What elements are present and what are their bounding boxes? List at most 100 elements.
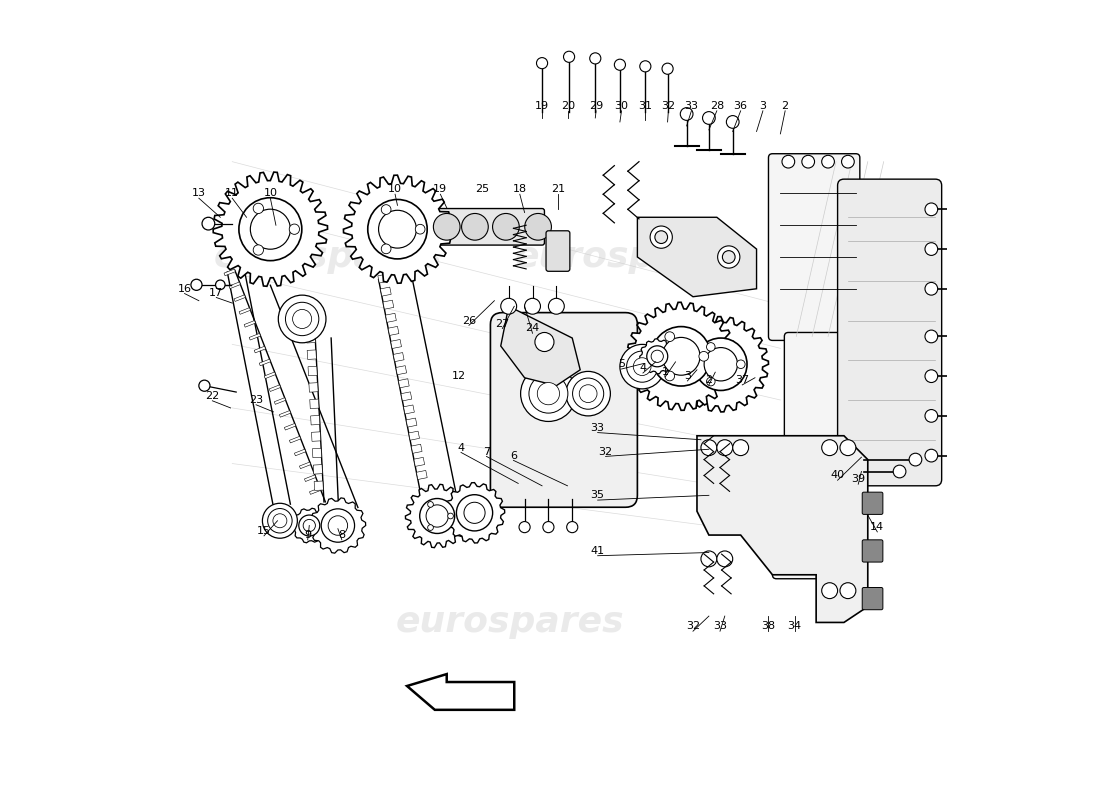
Circle shape: [703, 112, 715, 124]
Circle shape: [822, 155, 835, 168]
Polygon shape: [260, 359, 271, 366]
Circle shape: [199, 380, 210, 391]
Text: eurospares: eurospares: [396, 606, 625, 639]
Polygon shape: [311, 432, 321, 442]
Circle shape: [304, 519, 316, 532]
Circle shape: [640, 61, 651, 72]
Circle shape: [620, 344, 664, 389]
Circle shape: [525, 298, 540, 314]
FancyBboxPatch shape: [491, 313, 637, 507]
FancyBboxPatch shape: [862, 587, 883, 610]
Circle shape: [701, 551, 717, 567]
Circle shape: [239, 198, 301, 261]
Circle shape: [662, 338, 700, 375]
Text: 29: 29: [588, 101, 603, 111]
Polygon shape: [279, 410, 290, 417]
Circle shape: [694, 338, 747, 390]
Polygon shape: [308, 366, 317, 376]
Polygon shape: [224, 269, 235, 276]
Text: 14: 14: [870, 522, 884, 532]
Text: 36: 36: [734, 101, 748, 111]
Circle shape: [651, 326, 711, 386]
Text: 6: 6: [510, 450, 517, 461]
Circle shape: [519, 522, 530, 533]
Polygon shape: [394, 353, 404, 362]
Circle shape: [382, 205, 390, 214]
Polygon shape: [274, 398, 286, 404]
Text: 3: 3: [759, 101, 767, 111]
Circle shape: [664, 332, 674, 342]
Text: 2: 2: [782, 101, 789, 111]
Polygon shape: [411, 444, 422, 454]
Polygon shape: [239, 308, 251, 314]
Text: 19: 19: [535, 101, 549, 111]
Polygon shape: [264, 372, 276, 378]
Circle shape: [909, 454, 922, 466]
Text: 13: 13: [191, 189, 206, 198]
Text: 25: 25: [475, 185, 490, 194]
Circle shape: [650, 226, 672, 248]
Circle shape: [590, 53, 601, 64]
FancyBboxPatch shape: [437, 209, 544, 245]
Polygon shape: [444, 482, 505, 543]
Circle shape: [925, 203, 937, 216]
Circle shape: [925, 410, 937, 422]
Circle shape: [537, 382, 560, 405]
Circle shape: [525, 214, 551, 240]
Text: 16: 16: [177, 284, 191, 294]
Text: 33: 33: [684, 101, 699, 111]
Polygon shape: [244, 321, 255, 327]
Text: eurospares: eurospares: [515, 240, 744, 274]
Text: 32: 32: [661, 101, 675, 111]
Circle shape: [500, 298, 517, 314]
Polygon shape: [306, 334, 316, 343]
Polygon shape: [640, 339, 674, 374]
Text: 40: 40: [830, 470, 845, 481]
Circle shape: [448, 513, 453, 519]
Circle shape: [717, 551, 733, 567]
Circle shape: [662, 63, 673, 74]
Polygon shape: [673, 317, 769, 412]
Circle shape: [723, 250, 735, 263]
Circle shape: [202, 218, 215, 230]
Polygon shape: [234, 295, 245, 302]
Text: 20: 20: [561, 101, 575, 111]
Circle shape: [654, 230, 668, 243]
Circle shape: [253, 203, 264, 214]
Polygon shape: [292, 508, 327, 542]
Circle shape: [321, 509, 354, 542]
Polygon shape: [398, 378, 409, 388]
Text: 10: 10: [388, 185, 403, 194]
Polygon shape: [315, 481, 323, 490]
Circle shape: [925, 370, 937, 382]
Polygon shape: [310, 498, 365, 553]
Text: 39: 39: [851, 474, 866, 485]
Polygon shape: [307, 350, 317, 359]
Circle shape: [263, 503, 297, 538]
Circle shape: [367, 199, 427, 259]
Circle shape: [464, 502, 485, 523]
Circle shape: [680, 108, 693, 120]
Text: 30: 30: [615, 101, 628, 111]
Polygon shape: [417, 470, 427, 479]
Circle shape: [706, 342, 715, 351]
Circle shape: [634, 358, 651, 375]
Circle shape: [529, 374, 568, 413]
Circle shape: [573, 378, 604, 410]
Text: 32: 32: [598, 446, 613, 457]
Text: 5: 5: [618, 359, 625, 370]
FancyBboxPatch shape: [862, 492, 883, 514]
Text: 11: 11: [226, 189, 239, 198]
Polygon shape: [309, 488, 321, 494]
Polygon shape: [388, 326, 399, 335]
Text: 9: 9: [304, 530, 311, 540]
Text: 10: 10: [263, 189, 277, 198]
Polygon shape: [310, 399, 319, 409]
FancyBboxPatch shape: [784, 333, 860, 459]
Circle shape: [706, 378, 715, 386]
Circle shape: [842, 155, 855, 168]
Text: 26: 26: [462, 315, 476, 326]
Text: 1: 1: [662, 367, 669, 377]
Text: 28: 28: [710, 101, 724, 111]
Text: 12: 12: [452, 371, 465, 381]
